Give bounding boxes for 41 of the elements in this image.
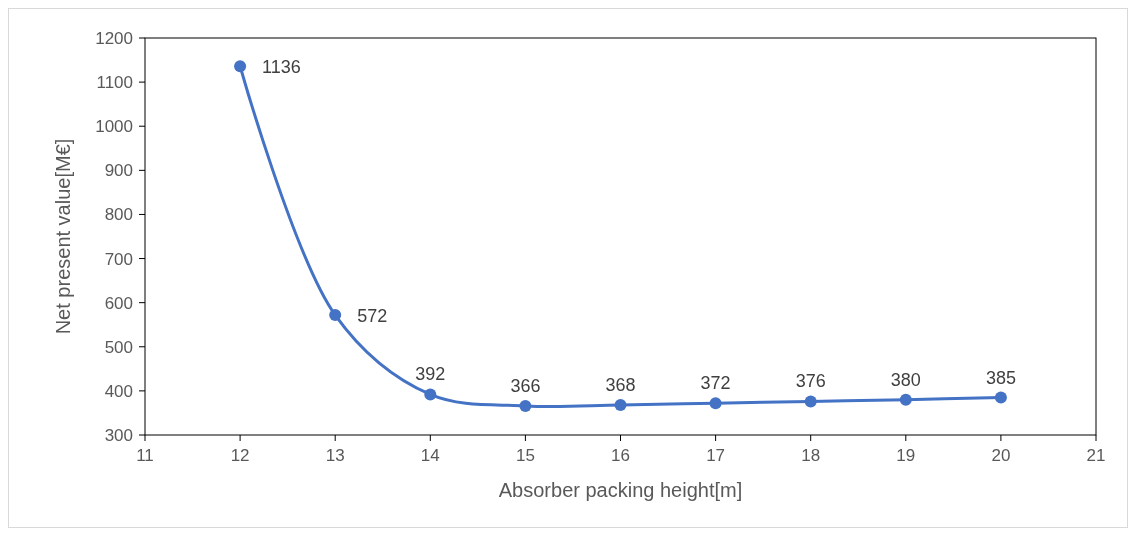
point — [424, 388, 437, 401]
y-tick-label: 900 — [104, 161, 133, 181]
data-label: 572 — [357, 306, 388, 327]
y-tick-label: 600 — [104, 293, 133, 313]
x-tick-label: 18 — [801, 446, 821, 465]
point — [234, 60, 247, 73]
y-axis-title: Net present value[M€] — [52, 138, 74, 335]
x-tick-label: 11 — [136, 446, 154, 465]
y-tick-label: 500 — [104, 337, 133, 357]
data-label: 392 — [415, 364, 446, 385]
point — [329, 309, 342, 322]
y-tick-label: 1100 — [96, 73, 133, 93]
x-tick-label: 15 — [515, 446, 535, 465]
data-label: 366 — [510, 375, 541, 396]
y-tick-label: 300 — [104, 426, 133, 445]
point — [804, 395, 817, 408]
y-tick-label: 700 — [104, 249, 133, 269]
x-axis-title: Absorber packing height[m] — [498, 479, 743, 501]
data-label: 1136 — [262, 57, 301, 78]
x-tick-label: 12 — [230, 446, 250, 465]
y-tick-label: 800 — [104, 205, 133, 225]
data-label: 380 — [890, 369, 921, 390]
x-tick-label: 14 — [420, 446, 440, 465]
x-tick-label: 21 — [1086, 446, 1106, 465]
data-label: 376 — [795, 371, 826, 392]
x-tick-label: 16 — [611, 446, 630, 465]
data-label: 368 — [605, 375, 636, 395]
y-tick-label: 1200 — [95, 29, 133, 48]
point — [614, 399, 627, 411]
data-label: 385 — [985, 367, 1016, 388]
point — [519, 399, 532, 412]
y-tick-label: 400 — [104, 381, 133, 401]
x-tick-label: 13 — [325, 446, 345, 465]
x-tick-label: 17 — [706, 446, 726, 465]
data-label: 372 — [700, 373, 731, 394]
point — [994, 391, 1007, 404]
point — [709, 397, 722, 410]
y-tick-label: 1000 — [95, 117, 133, 137]
point — [899, 393, 912, 406]
x-tick-label: 20 — [991, 446, 1011, 465]
x-tick-label: 19 — [896, 446, 916, 465]
